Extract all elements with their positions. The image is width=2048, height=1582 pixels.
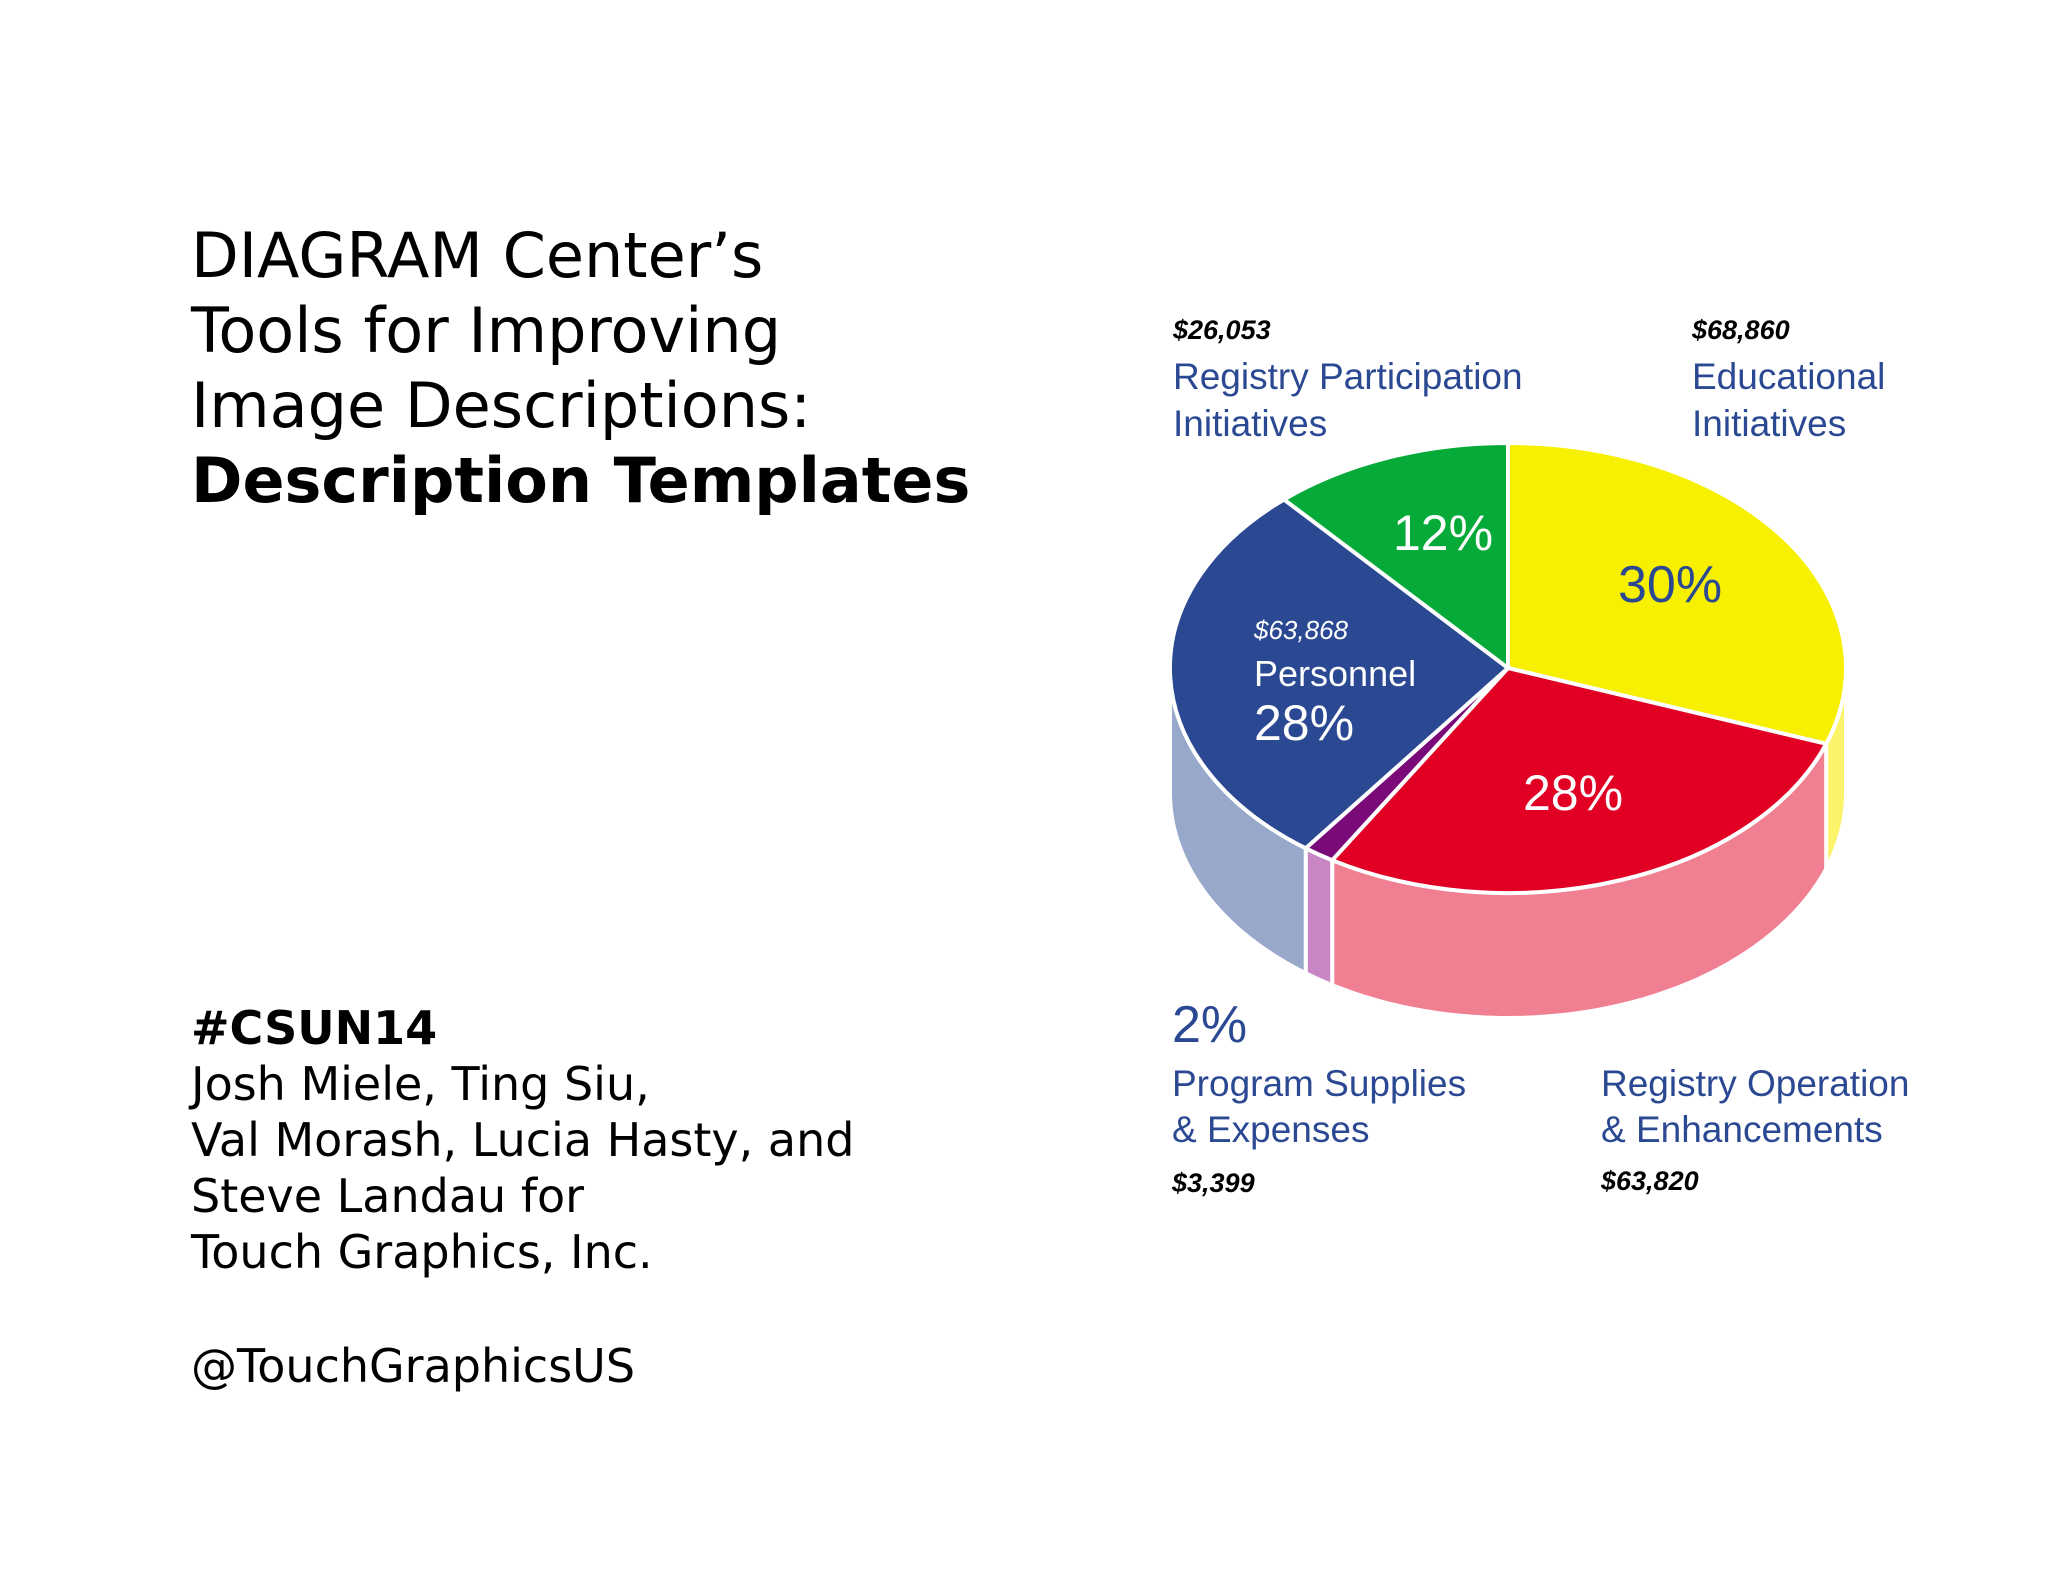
pie-slice-educational — [1506, 441, 1848, 746]
amount-educational: $68,860 — [1691, 315, 1790, 345]
pie-slice-personnel — [1167, 497, 1510, 851]
amount-registry-participation: $26,053 — [1172, 315, 1271, 345]
title-line-3: Image Descriptions: — [191, 369, 812, 442]
pie-slice-registry-participation — [1282, 441, 1510, 670]
label-personnel: Personnel — [1254, 653, 1416, 694]
percent-program-supplies: 2% — [1172, 996, 1247, 1054]
credit-line-1: Josh Miele, Ting Siu, — [191, 1057, 650, 1111]
label-registry-participation-2: Initiatives — [1173, 403, 1327, 444]
credit-line-4: Touch Graphics, Inc. — [191, 1225, 653, 1279]
pie-side-walls — [1168, 667, 1848, 1021]
amount-personnel: $63,868 — [1253, 615, 1349, 645]
title-bold-line: Description Templates — [191, 444, 971, 517]
title-line-1: DIAGRAM Center’s — [191, 219, 764, 292]
percent-educational: 30% — [1618, 556, 1722, 614]
amount-registry-operation: $63,820 — [1600, 1166, 1699, 1196]
twitter-handle: @TouchGraphicsUS — [191, 1339, 636, 1393]
pie-side-program-supplies — [1303, 845, 1335, 989]
label-educational-2: Initiatives — [1692, 403, 1846, 444]
credit-line-2: Val Morash, Lucia Hasty, and — [191, 1113, 855, 1167]
label-program-supplies-1: Program Supplies — [1172, 1063, 1466, 1104]
label-registry-participation-1: Registry Participation — [1173, 356, 1523, 397]
label-registry-operation-2: & Enhancements — [1601, 1109, 1883, 1150]
title-line-2: Tools for Improving — [191, 294, 782, 367]
credits: #CSUN14 Josh Miele, Ting Siu, Val Morash… — [191, 1000, 1091, 1394]
label-registry-operation-1: Registry Operation — [1601, 1063, 1909, 1104]
label-program-supplies-2: & Expenses — [1172, 1109, 1369, 1150]
pie-top-faces — [1167, 441, 1848, 895]
slide-title: DIAGRAM Center’s Tools for Improving Ima… — [191, 218, 1051, 518]
percent-registry-participation: 12% — [1393, 505, 1493, 561]
hashtag: #CSUN14 — [191, 1001, 438, 1055]
percent-personnel: 28% — [1254, 695, 1354, 751]
credit-line-3: Steve Landau for — [191, 1169, 585, 1223]
label-educational-1: Educational — [1692, 356, 1885, 397]
amount-program-supplies: $3,399 — [1171, 1168, 1255, 1198]
pie-slice-registry-operation — [1330, 666, 1829, 895]
percent-registry-operation: 28% — [1523, 765, 1623, 821]
